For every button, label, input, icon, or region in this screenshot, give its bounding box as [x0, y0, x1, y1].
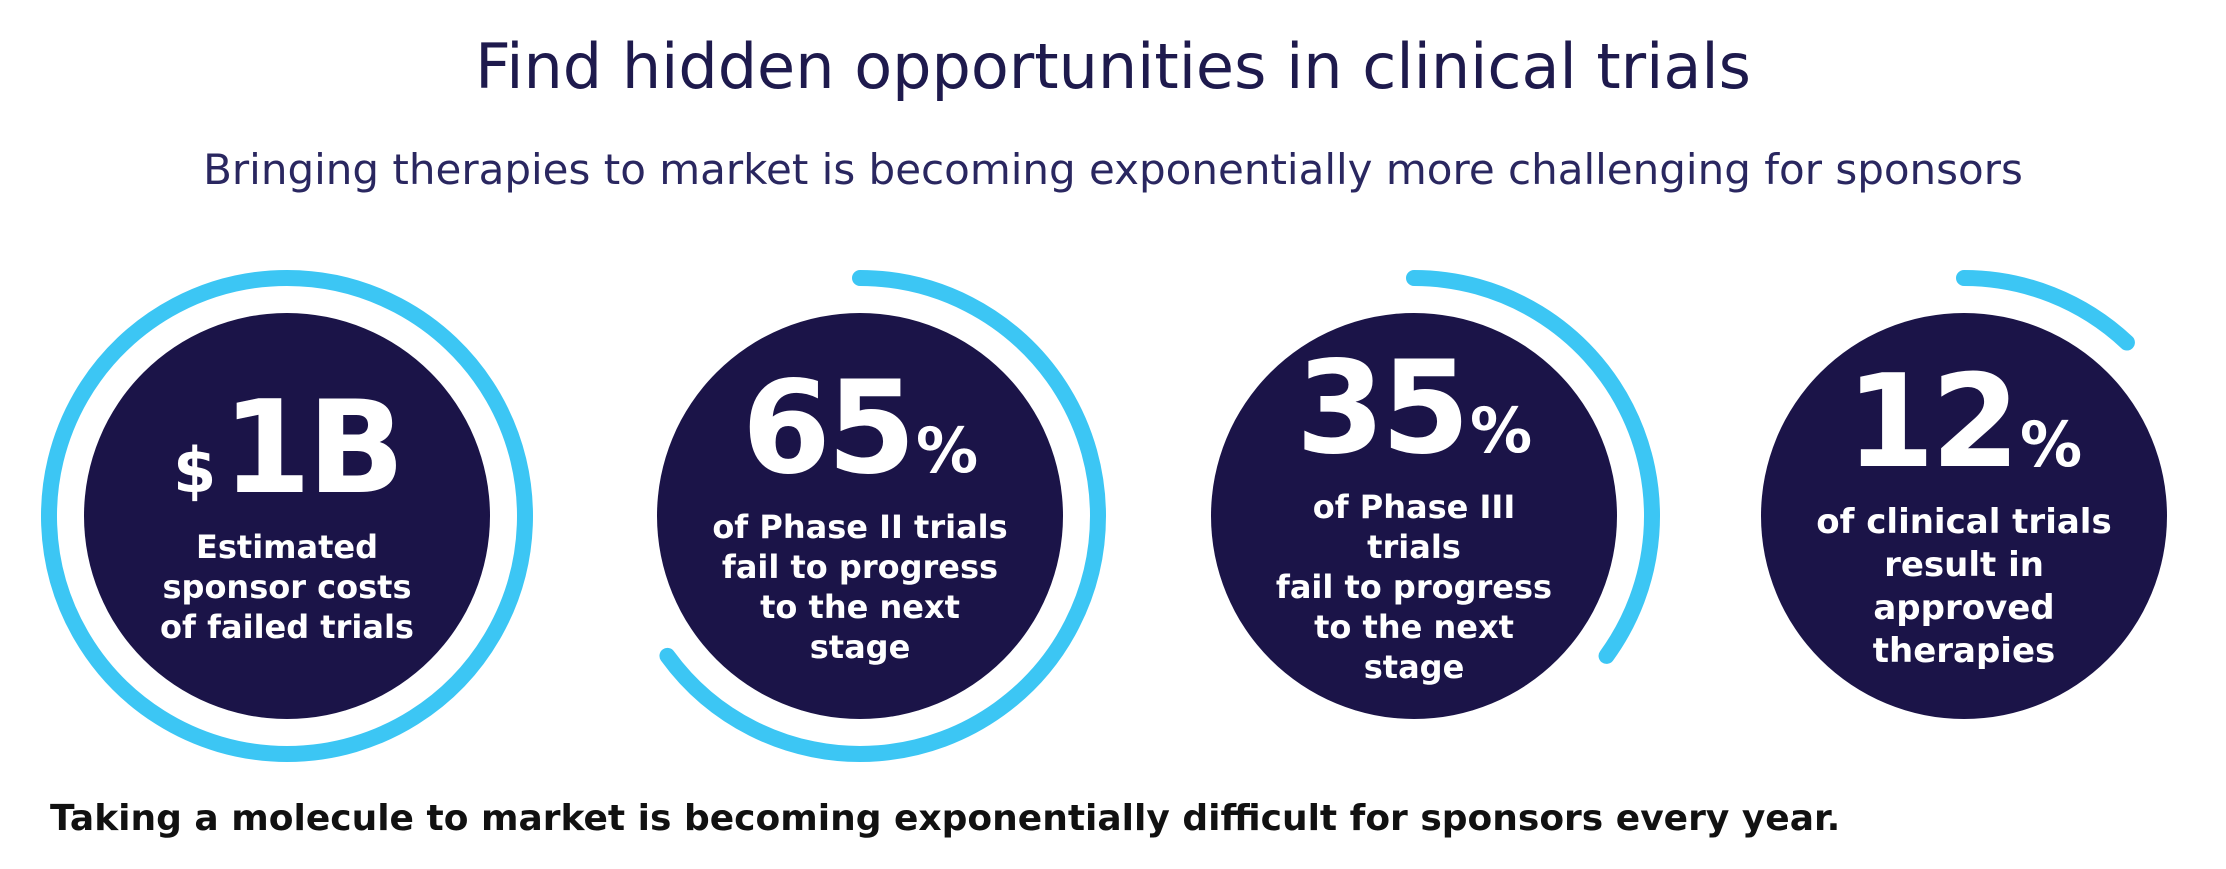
stat-content: 65% of Phase II trials fail to progress …	[610, 266, 1110, 766]
stat-content: 12% of clinical trials result in approve…	[1714, 266, 2214, 766]
stat-description-line: to the next	[1314, 608, 1514, 646]
stat-progress-ring	[1406, 270, 1660, 664]
stat-card-cost: $1B Estimated sponsor costs of failed tr…	[37, 266, 537, 766]
stat-description-line: to the next	[760, 588, 960, 626]
stat-percent-sign: %	[1470, 394, 1533, 467]
stat-circle	[84, 313, 490, 719]
stat-description-line: fail to progress	[1275, 568, 1553, 606]
stat-description-line: stage	[809, 628, 911, 666]
stat-progress-ring	[659, 270, 1106, 762]
stat-description: of Phase III trials fail to progress to …	[1264, 487, 1564, 687]
stat-description-line: of Phase III trials	[1312, 488, 1516, 566]
stat-content: 35% of Phase III trials fail to progress…	[1164, 266, 1664, 766]
stat-number: 35	[1295, 334, 1470, 483]
stat-circle	[657, 313, 1063, 719]
stat-value: 12%	[1846, 359, 2082, 487]
footer-note: Taking a molecule to market is becoming …	[50, 798, 1841, 839]
page-title: Find hidden opportunities in clinical tr…	[475, 30, 1751, 103]
stat-circle	[1211, 313, 1617, 719]
stat-content: $1B Estimated sponsor costs of failed tr…	[37, 266, 537, 766]
stat-ring-graphic	[657, 270, 1106, 762]
stat-circle	[1761, 313, 2167, 719]
stat-description-line: fail to progress	[721, 548, 999, 586]
stat-ring-graphic	[41, 270, 533, 762]
stat-card-phase-ii: 65% of Phase II trials fail to progress …	[610, 266, 1110, 766]
stat-progress-ring	[41, 270, 533, 762]
stat-value: $1B	[173, 385, 405, 513]
stat-number: 65	[741, 354, 916, 503]
stat-value: 35%	[1296, 345, 1532, 473]
stat-description-line: of clinical trials	[1816, 502, 2112, 542]
stat-card-phase-iii: 35% of Phase III trials fail to progress…	[1164, 266, 1664, 766]
stat-percent-sign: %	[916, 414, 979, 487]
stat-description-line: of Phase II trials	[712, 508, 1008, 546]
page-subtitle: Bringing therapies to market is becoming…	[203, 145, 2023, 194]
stat-value: 65%	[742, 365, 978, 493]
stat-description: Estimated sponsor costs of failed trials	[137, 527, 437, 647]
stat-description-line: of failed trials	[160, 608, 414, 646]
stat-description-line: therapies	[1872, 631, 2056, 671]
stat-description-line: result in approved	[1873, 545, 2055, 628]
stat-card-approved: 12% of clinical trials result in approve…	[1714, 266, 2214, 766]
stat-percent-sign: %	[2020, 408, 2083, 481]
stat-ring-graphic	[1761, 270, 2167, 719]
stat-description-line: sponsor costs	[162, 568, 412, 606]
stat-description: of clinical trials result in approved th…	[1799, 501, 2129, 673]
stat-progress-ring	[1956, 270, 2135, 351]
stat-description-line: stage	[1363, 648, 1465, 686]
stat-description: of Phase II trials fail to progress to t…	[710, 507, 1010, 667]
stat-description-line: Estimated	[195, 528, 378, 566]
stat-number: 12	[1845, 348, 2020, 497]
stat-currency: $	[173, 434, 217, 507]
stat-ring-graphic	[1211, 270, 1660, 719]
stat-number: 1B	[222, 374, 405, 523]
